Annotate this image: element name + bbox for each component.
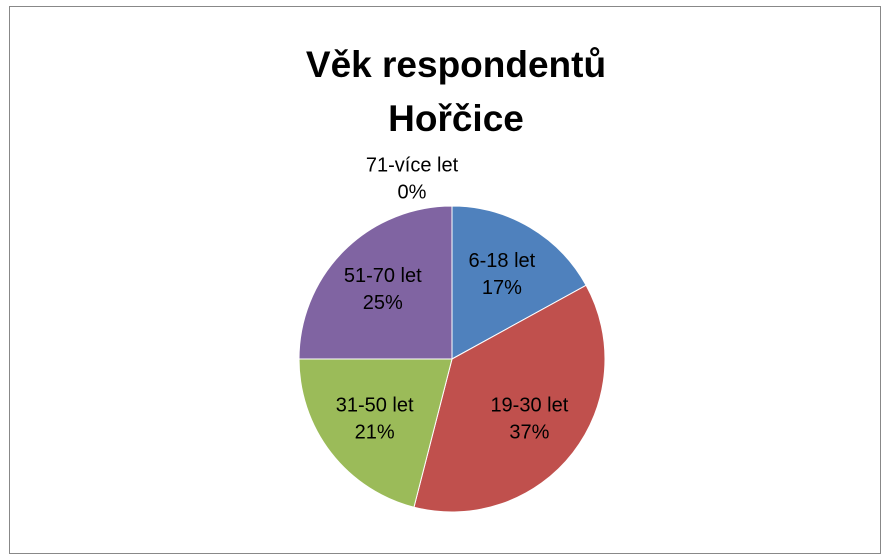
pie-slice xyxy=(298,358,453,508)
data-label-value: 37% xyxy=(509,421,549,443)
chart-title: Věk respondentů Hořčice xyxy=(305,44,607,139)
data-label-category: 19-30 let xyxy=(490,394,568,416)
pie-slice xyxy=(451,205,587,360)
data-label-category: 31-50 let xyxy=(336,394,414,416)
data-label-category: 51-70 let xyxy=(344,265,422,287)
data-label-value: 21% xyxy=(355,421,395,443)
data-label-value: 0% xyxy=(398,181,427,203)
data-label-value: 25% xyxy=(363,292,403,314)
pie-slice xyxy=(298,205,453,360)
data-label-value: 17% xyxy=(482,277,522,299)
data-label-category: 6-18 let xyxy=(468,250,535,272)
pie-slice xyxy=(413,284,606,513)
data-label-category: 71-více let xyxy=(366,154,459,176)
